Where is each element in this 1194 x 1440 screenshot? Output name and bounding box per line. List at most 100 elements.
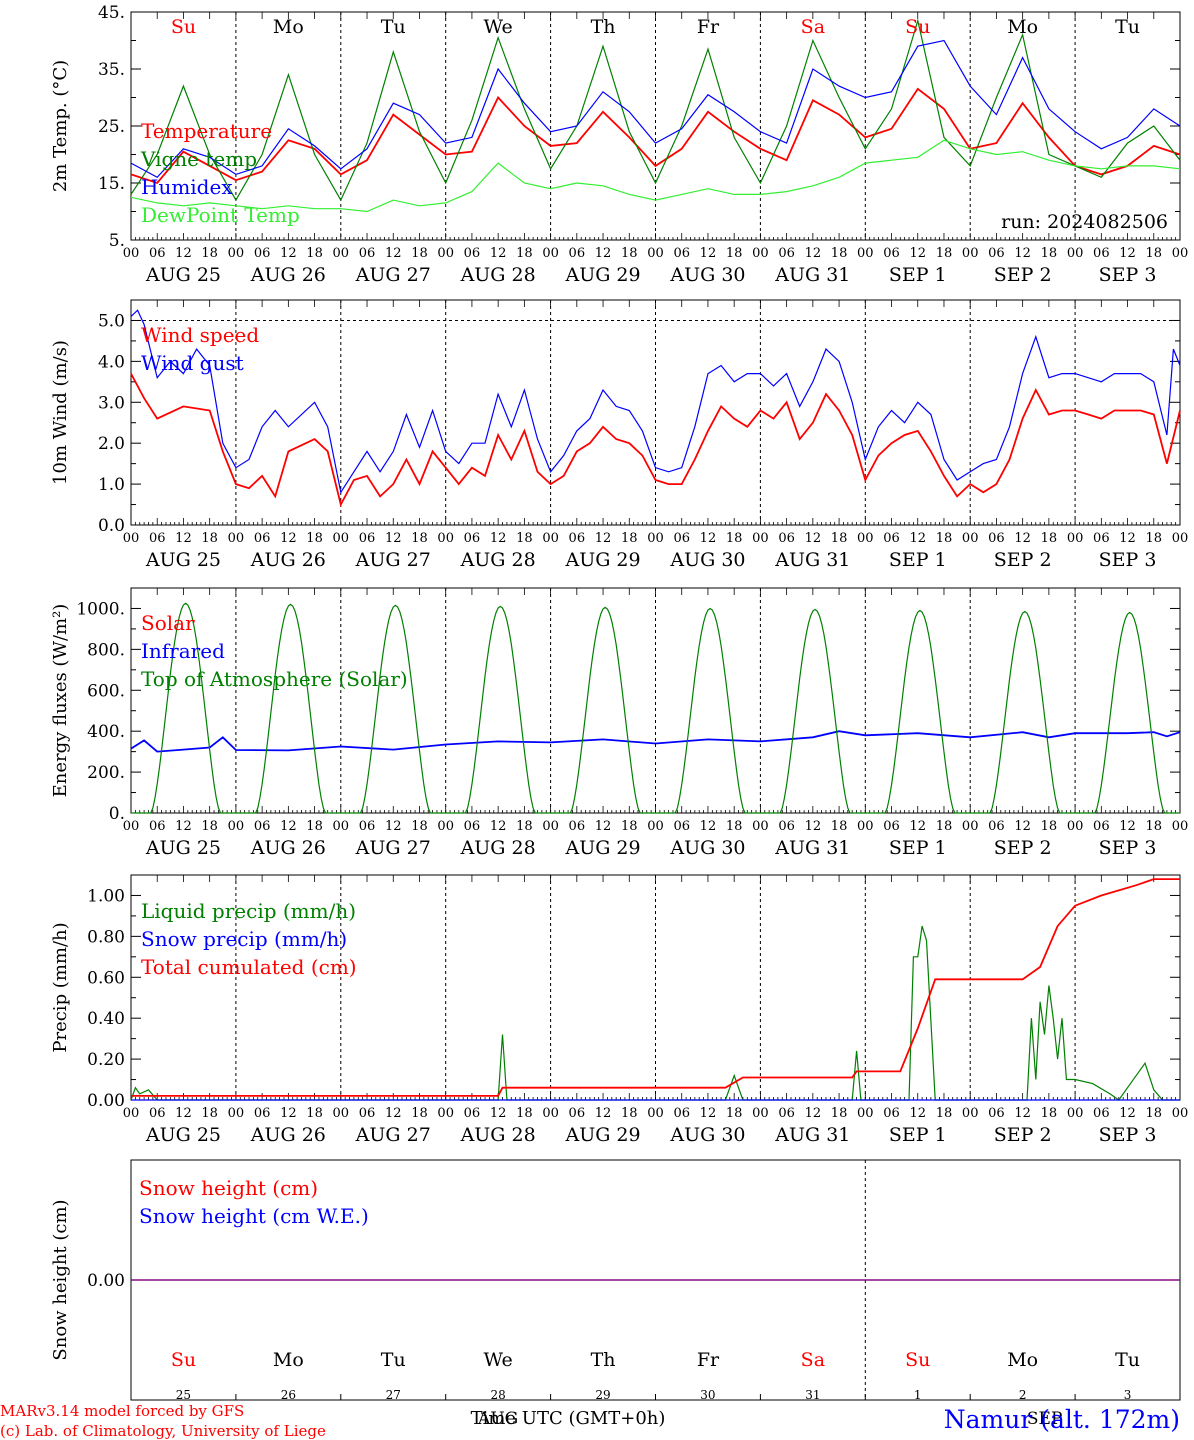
hour-tick-label: 18 — [516, 1106, 533, 1121]
hour-tick-label: 18 — [936, 246, 953, 261]
hour-tick-label: 12 — [175, 819, 192, 834]
hour-tick-label: 00 — [1172, 531, 1189, 546]
hour-tick-label: 18 — [726, 246, 743, 261]
date-label: AUG 26 — [250, 264, 326, 286]
legend-entry: Wind gust — [141, 351, 244, 375]
hour-tick-label: 06 — [359, 531, 376, 546]
y-tick-label: 15. — [98, 174, 125, 194]
hour-tick-label: 18 — [936, 819, 953, 834]
hour-tick-label: 18 — [1041, 1106, 1058, 1121]
hour-tick-label: 00 — [1067, 246, 1084, 261]
day-number-label: 26 — [281, 1388, 296, 1402]
hour-tick-label: 18 — [306, 819, 323, 834]
hour-tick-label: 00 — [542, 1106, 559, 1121]
hour-tick-label: 00 — [647, 531, 664, 546]
hour-tick-label: 12 — [909, 246, 926, 261]
date-label: AUG 30 — [669, 549, 745, 571]
panel-5 — [130, 1159, 1181, 1401]
hour-tick-label: 12 — [700, 1106, 717, 1121]
hour-tick-label: 12 — [1014, 1106, 1031, 1121]
date-label: AUG 30 — [669, 264, 745, 286]
series-total-cumulated-cm- — [131, 878, 1180, 1097]
hour-tick-label: 12 — [280, 1106, 297, 1121]
date-label: AUG 26 — [250, 549, 326, 571]
hour-tick-label: 12 — [909, 819, 926, 834]
series-top-of-atmosphere-solar- — [131, 602, 1180, 814]
day-number-label: 28 — [491, 1388, 506, 1402]
hour-tick-label: 00 — [857, 531, 874, 546]
date-label: SEP 2 — [994, 264, 1052, 286]
hour-tick-label: 06 — [359, 819, 376, 834]
hour-tick-label: 12 — [385, 1106, 402, 1121]
hour-tick-label: 12 — [385, 531, 402, 546]
date-label: AUG 31 — [774, 549, 850, 571]
hour-tick-label: 00 — [752, 1106, 769, 1121]
hour-tick-label: 18 — [831, 819, 848, 834]
hour-tick-label: 00 — [1067, 1106, 1084, 1121]
hour-tick-label: 12 — [385, 819, 402, 834]
hour-tick-label: 18 — [306, 246, 323, 261]
hour-tick-label: 12 — [175, 531, 192, 546]
y-tick-label: 0.00 — [87, 1271, 125, 1291]
day-number-label: 2 — [1019, 1388, 1027, 1402]
hour-tick-label: 00 — [962, 819, 979, 834]
date-label: AUG 29 — [564, 264, 640, 286]
day-of-week-label: Mo — [273, 16, 304, 38]
y-tick-label: 25. — [98, 117, 125, 137]
hour-tick-label: 18 — [411, 246, 428, 261]
hour-tick-label: 06 — [673, 531, 690, 546]
hour-tick-label: 18 — [1146, 819, 1163, 834]
hour-tick-label: 00 — [228, 246, 245, 261]
hour-tick-label: 06 — [778, 531, 795, 546]
y-tick-label: 4.0 — [98, 352, 125, 372]
hour-tick-label: 18 — [306, 531, 323, 546]
y-tick-label: 0.60 — [87, 968, 125, 988]
hour-tick-label: 12 — [805, 819, 822, 834]
hour-tick-label: 06 — [883, 819, 900, 834]
credit-line-2: (c) Lab. of Climatology, University of L… — [0, 1422, 326, 1440]
hour-tick-label: 12 — [1119, 1106, 1136, 1121]
date-label: AUG 29 — [564, 1124, 640, 1146]
hour-tick-label: 00 — [333, 1106, 350, 1121]
hour-tick-label: 06 — [778, 819, 795, 834]
hour-tick-label: 18 — [411, 531, 428, 546]
day-number-label: 27 — [386, 1388, 401, 1402]
hour-tick-label: 06 — [359, 1106, 376, 1121]
y-tick-label: 45. — [98, 3, 125, 23]
hour-tick-label: 12 — [805, 531, 822, 546]
date-label: SEP 1 — [889, 264, 947, 286]
legend-entry: Snow height (cm W.E.) — [139, 1204, 369, 1228]
day-number-label: 29 — [595, 1388, 610, 1402]
date-label: AUG 31 — [774, 837, 850, 859]
y-tick-label: 0.80 — [87, 927, 125, 947]
hour-tick-label: 12 — [700, 531, 717, 546]
hour-tick-label: 12 — [1119, 819, 1136, 834]
day-number-label: 1 — [914, 1388, 922, 1402]
date-label: AUG 31 — [774, 264, 850, 286]
hour-tick-label: 00 — [962, 246, 979, 261]
hour-tick-label: 18 — [621, 1106, 638, 1121]
day-of-week-label: Su — [171, 1349, 196, 1371]
y-tick-label: 5.0 — [98, 311, 125, 331]
day-of-week-label: We — [484, 16, 513, 38]
date-label: AUG 29 — [564, 549, 640, 571]
day-of-week-label: Mo — [1007, 1349, 1038, 1371]
hour-tick-label: 06 — [254, 246, 271, 261]
day-of-week-label: Sa — [801, 16, 825, 38]
x-axis-title: Time UTC (GMT+0h) — [471, 1408, 666, 1429]
y-tick-label: 35. — [98, 60, 125, 80]
hour-tick-label: 18 — [621, 531, 638, 546]
date-label: SEP 3 — [1099, 549, 1157, 571]
hour-tick-label: 18 — [201, 819, 218, 834]
hour-tick-label: 00 — [1172, 819, 1189, 834]
y-tick-label: 0. — [109, 804, 125, 824]
date-label: AUG 27 — [355, 837, 431, 859]
hour-tick-label: 18 — [411, 819, 428, 834]
hour-tick-label: 00 — [1067, 531, 1084, 546]
hour-tick-label: 00 — [542, 246, 559, 261]
hour-tick-label: 18 — [726, 1106, 743, 1121]
y-axis-label: Snow height (cm) — [50, 1199, 71, 1360]
legend-entry: Total cumulated (cm) — [141, 955, 357, 979]
date-label: AUG 27 — [355, 549, 431, 571]
